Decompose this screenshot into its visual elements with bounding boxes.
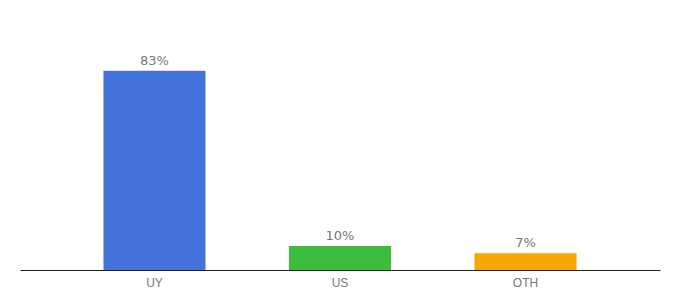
x-axis-line (21, 270, 661, 271)
bars (103, 71, 576, 270)
bar (103, 71, 205, 270)
x-tick-label: UY (146, 276, 163, 290)
data-label: 83% (140, 53, 169, 68)
data-label: 7% (515, 235, 536, 250)
x-tick-label: OTH (513, 276, 538, 290)
chart-container: UY US OTH 83% 10% 7% (0, 0, 680, 300)
x-tick: US (332, 276, 349, 290)
chart-svg: UY US OTH 83% 10% 7% (0, 0, 680, 300)
bar (289, 246, 391, 270)
x-tick-label: US (332, 276, 349, 290)
data-labels: 83% 10% 7% (140, 53, 536, 250)
data-label: 10% (326, 228, 355, 243)
x-tick: UY (146, 276, 163, 290)
x-axis: UY US OTH (21, 271, 661, 290)
plot-area: UY US OTH 83% 10% 7% (21, 53, 661, 290)
x-tick: OTH (513, 276, 538, 290)
bar (474, 253, 576, 270)
